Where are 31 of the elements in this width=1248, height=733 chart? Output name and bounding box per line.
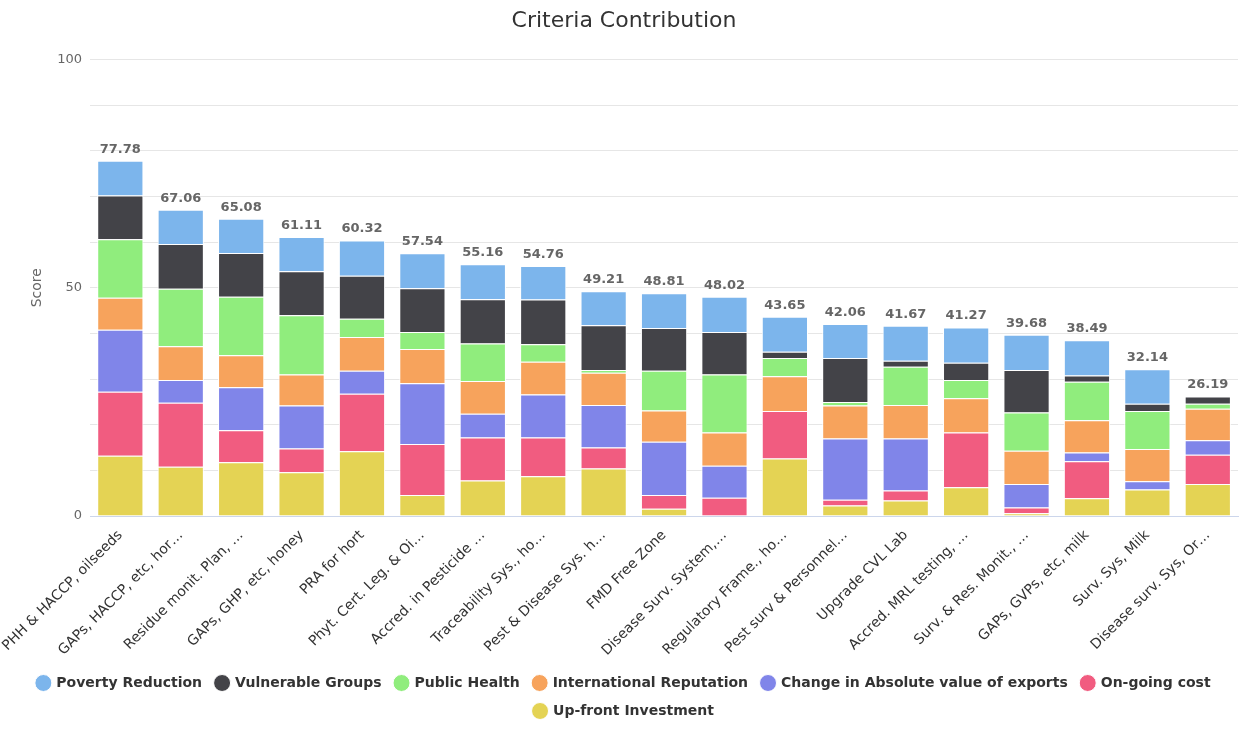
legend-label: Public Health [414,673,520,690]
legend-label: Poverty Reduction [56,673,203,690]
legend-label: Vulnerable Groups [235,673,382,690]
total-label: 57.54 [401,233,443,249]
legend-label: International Reputation [552,673,749,690]
legend-label: Change in Absolute value of exports [781,673,1068,690]
total-label: 38.49 [1066,320,1108,336]
total-label: 48.02 [703,276,746,292]
y-axis-title: Score [27,268,44,308]
legend-label: On-going cost [1100,673,1211,690]
total-label: 67.06 [160,189,202,205]
total-label: 49.21 [583,271,625,287]
total-label: 54.76 [522,245,564,261]
y-tick-label: 50 [65,279,83,295]
total-label: 41.27 [945,307,987,323]
total-label: 26.19 [1187,376,1229,392]
total-label: 60.32 [341,220,383,236]
total-label: 65.08 [220,198,262,214]
chart-title: Criteria Contribution [511,6,737,32]
total-label: 42.06 [824,303,866,319]
total-label: 41.67 [885,305,927,321]
total-label: 61.11 [281,216,323,232]
legend-label: Up-front Investment [553,701,715,718]
total-label: 32.14 [1126,349,1168,365]
total-label: 48.81 [643,273,685,289]
y-tick-label: 0 [73,507,83,523]
total-label: 39.68 [1005,314,1048,330]
total-label: 43.65 [764,296,806,312]
y-tick-label: 100 [57,50,83,66]
total-label: 77.78 [99,140,141,156]
total-label: 55.16 [462,244,504,260]
